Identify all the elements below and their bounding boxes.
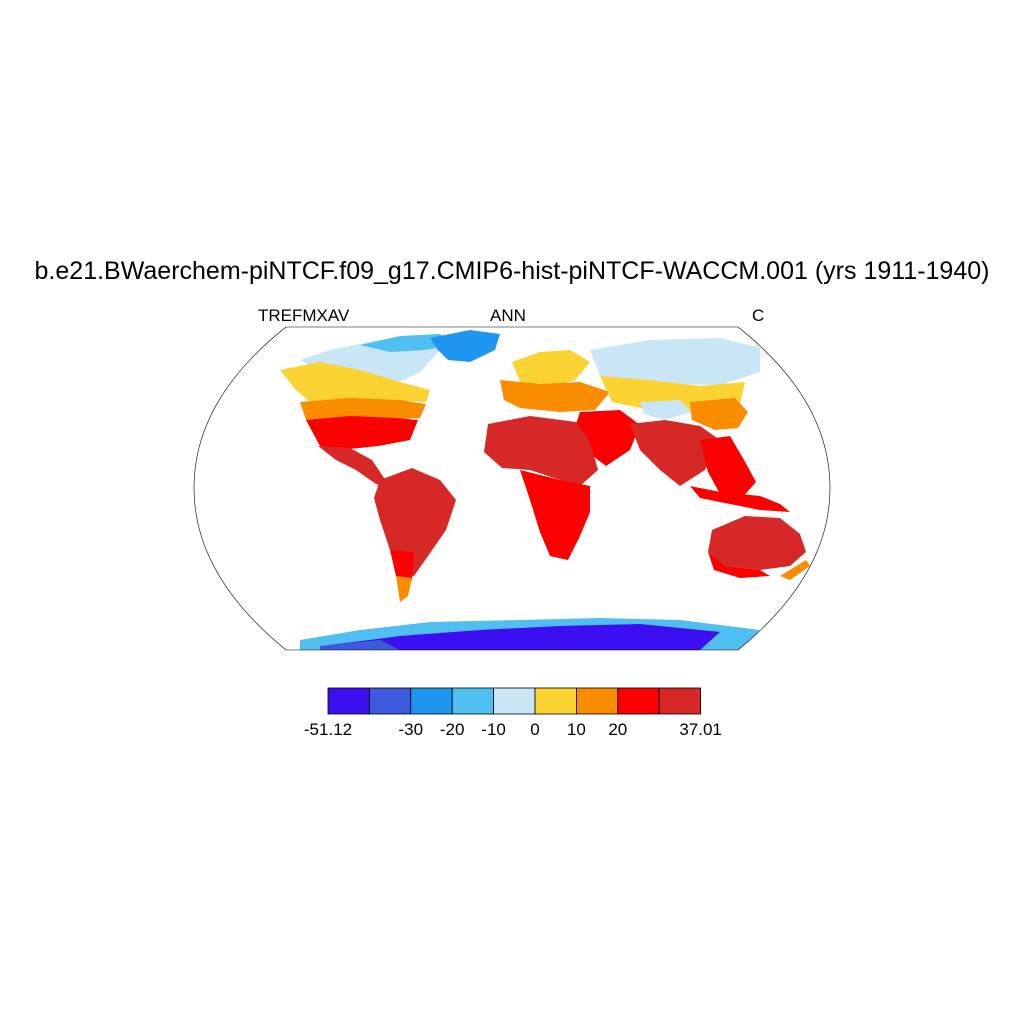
southeast-asia bbox=[700, 436, 756, 500]
colorbar-tick-label: -20 bbox=[439, 720, 465, 739]
patagonia bbox=[396, 576, 412, 602]
season-label: ANN bbox=[490, 306, 526, 325]
europe-north bbox=[512, 350, 590, 388]
central-africa bbox=[520, 470, 590, 560]
colorbar-tick-label: -30 bbox=[398, 720, 424, 739]
indonesia bbox=[690, 486, 790, 512]
map-boundary bbox=[193, 326, 831, 651]
colorbar-swatch bbox=[576, 687, 619, 715]
colorbar-swatch bbox=[617, 687, 660, 715]
colorbar-tick-label: 20 bbox=[608, 720, 628, 739]
colorbar-swatch bbox=[327, 687, 370, 715]
colorbar-tick-label: 0 bbox=[530, 720, 540, 739]
north-america-warm bbox=[300, 398, 426, 420]
colorbar-swatch bbox=[368, 687, 412, 715]
colorbar-tick-label: -51.12 bbox=[303, 720, 353, 739]
australia-coast bbox=[708, 552, 770, 578]
antarctica-interior bbox=[330, 624, 720, 650]
antarctica-mid bbox=[320, 640, 400, 650]
tibet-plateau bbox=[640, 400, 692, 420]
land-temperature-field bbox=[280, 330, 810, 650]
south-america-north bbox=[374, 468, 456, 576]
united-states-south bbox=[306, 416, 418, 450]
colorbar-swatch bbox=[534, 687, 577, 715]
units-label: C bbox=[752, 306, 765, 325]
colorbar-tick-label: -10 bbox=[481, 720, 506, 739]
north-africa bbox=[484, 416, 598, 486]
greenland bbox=[430, 330, 500, 362]
colorbar-swatch bbox=[658, 687, 702, 715]
europe-central bbox=[500, 380, 610, 412]
colorbar-tick-label: 37.01 bbox=[679, 720, 722, 739]
new-zealand bbox=[780, 560, 810, 580]
south-america-south bbox=[390, 550, 414, 584]
colorbar-swatch bbox=[410, 687, 453, 715]
australia-interior bbox=[708, 516, 806, 570]
colorbar-tick-label: 10 bbox=[566, 720, 586, 739]
page-title: b.e21.BWaerchem-piNTCF.f09_g17.CMIP6-his… bbox=[34, 257, 990, 285]
south-asia bbox=[630, 420, 720, 486]
colorbar bbox=[327, 687, 702, 715]
north-america-mid bbox=[280, 362, 430, 402]
colorbar-swatch bbox=[493, 687, 536, 715]
east-asia bbox=[690, 398, 748, 430]
colorbar-swatch bbox=[451, 687, 495, 715]
variable-label: TREFMXAV bbox=[258, 306, 350, 325]
siberia bbox=[590, 338, 760, 385]
mexico-central-america bbox=[318, 446, 392, 490]
